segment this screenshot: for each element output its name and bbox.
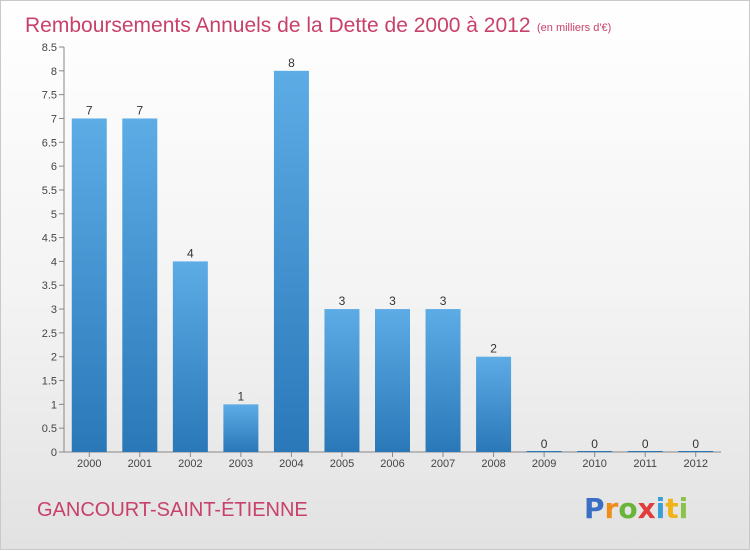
- data-label-2003: 1: [238, 389, 245, 403]
- bar-2006: [375, 309, 410, 452]
- bar-2012: [678, 451, 714, 452]
- x-tick-label-2000: 2000: [77, 458, 101, 470]
- x-tick-label-2001: 2001: [128, 458, 152, 470]
- data-label-2005: 3: [339, 294, 346, 308]
- bar-2005: [324, 309, 360, 452]
- logo-letter: P: [584, 492, 605, 525]
- y-tick-label: 5.5: [42, 185, 57, 197]
- bar-2007: [425, 309, 461, 452]
- y-axis: [59, 46, 65, 453]
- y-tick-label: 0: [51, 447, 57, 459]
- x-tick-label-2002: 2002: [178, 458, 202, 470]
- x-tick-label-2006: 2006: [380, 458, 404, 470]
- y-tick-label: 3: [51, 304, 57, 316]
- x-tick-label-2005: 2005: [330, 458, 354, 470]
- data-label-2008: 2: [490, 342, 497, 356]
- y-tick-label: 6: [51, 161, 57, 173]
- logo-letter: r: [605, 492, 619, 525]
- y-tick-label: 8.5: [42, 42, 57, 54]
- x-tick-label-2004: 2004: [279, 458, 303, 470]
- proxiti-logo: Proxiti: [584, 492, 688, 525]
- bar-2008: [476, 356, 512, 452]
- y-tick-label: 1: [51, 399, 57, 411]
- data-label-2001: 7: [136, 103, 143, 117]
- y-tick-label: 0.5: [42, 423, 57, 435]
- bar-2001: [122, 118, 158, 453]
- y-tick-labels: 0 0.5 1 1.5 2 2.5 3 3.5 4 4.5 5 5.5 6 6.5 7 7.5 8 8.5: [42, 42, 57, 459]
- place-name: GANCOURT-SAINT-ÉTIENNE: [37, 498, 308, 521]
- y-tick-label: 1.5: [42, 376, 57, 388]
- y-tick-label: 3.5: [42, 280, 57, 292]
- data-labels: 7 7 4 1 8 3 3 3 2 0 0 0 0: [86, 56, 699, 451]
- logo-letter: i: [656, 492, 666, 525]
- data-label-2006: 3: [389, 294, 396, 308]
- x-tick-label-2011: 2011: [633, 458, 657, 470]
- data-label-2000: 7: [86, 103, 93, 117]
- logo-letter: t: [665, 492, 678, 525]
- data-label-2011: 0: [642, 437, 649, 451]
- logo-letter: x: [638, 492, 656, 525]
- y-tick-label: 7.5: [42, 90, 57, 102]
- logo-letter: i: [679, 492, 689, 525]
- data-label-2010: 0: [591, 437, 598, 451]
- chart-subtitle: (en milliers d'€): [537, 22, 611, 34]
- y-tick-label: 4: [51, 256, 57, 268]
- bar-2000: [71, 118, 107, 453]
- chart-title: Remboursements Annuels de la Dette de 20…: [25, 14, 531, 37]
- y-tick-label: 8: [51, 66, 57, 78]
- data-label-2009: 0: [541, 437, 548, 451]
- x-tick-labels: 2000 2001 2002 2003 2004 2005 2006 2007 2008 2009…: [77, 458, 708, 470]
- x-tick-label-2007: 2007: [431, 458, 455, 470]
- x-tick-label-2009: 2009: [532, 458, 556, 470]
- y-tick-label: 2.5: [42, 328, 57, 340]
- x-tick-label-2010: 2010: [582, 458, 606, 470]
- y-tick-label: 2: [51, 352, 57, 364]
- y-tick-label: 6.5: [42, 137, 57, 149]
- x-tick-label-2012: 2012: [683, 458, 707, 470]
- bar-2010: [577, 451, 613, 452]
- bar-2004: [273, 70, 309, 452]
- data-label-2004: 8: [288, 56, 295, 70]
- data-label-2007: 3: [440, 294, 447, 308]
- x-tick-label-2003: 2003: [229, 458, 253, 470]
- y-tick-label: 5: [51, 209, 57, 221]
- bar-2009: [526, 451, 562, 452]
- x-axis: [64, 451, 721, 457]
- y-tick-label: 4.5: [42, 233, 57, 245]
- x-tick-label-2008: 2008: [481, 458, 505, 470]
- data-label-2012: 0: [692, 437, 699, 451]
- y-tick-label: 7: [51, 113, 57, 125]
- logo-letter: o: [618, 492, 637, 525]
- data-label-2002: 4: [187, 246, 194, 260]
- bar-2003: [223, 404, 259, 452]
- bar-series: [71, 70, 714, 453]
- bar-2002: [172, 261, 208, 452]
- bar-2011: [627, 451, 663, 452]
